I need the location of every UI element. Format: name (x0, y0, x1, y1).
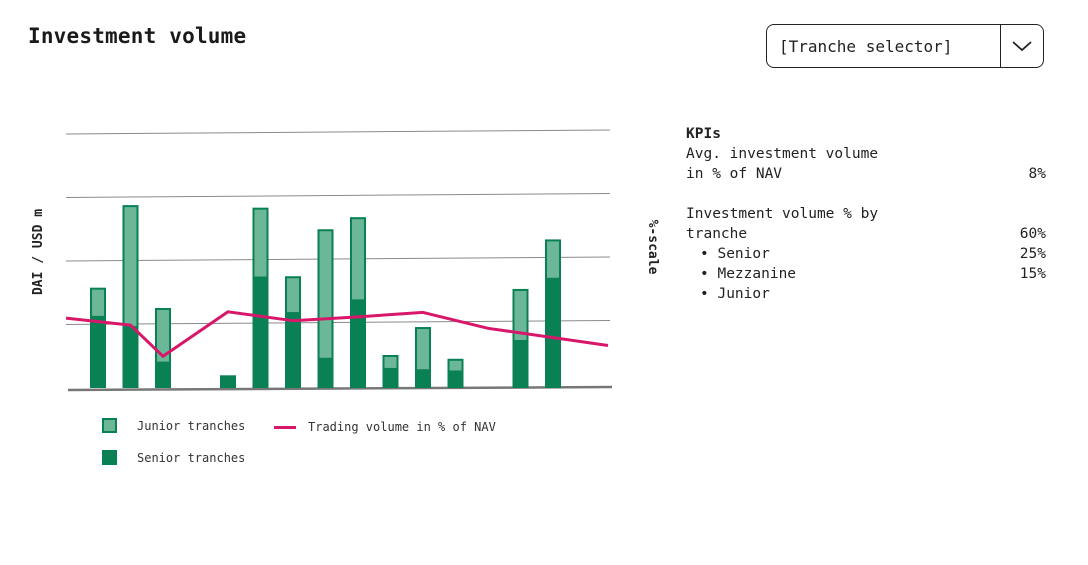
bar-junior (415, 327, 431, 372)
legend-label-junior: Junior tranches (137, 418, 246, 433)
tranche-selector[interactable]: [Tranche selector] (766, 24, 1044, 68)
bar-junior (252, 207, 269, 279)
bar-junior (545, 239, 561, 280)
bar-junior (90, 287, 106, 318)
page-title: Investment volume (28, 24, 247, 48)
legend-swatch-senior (102, 450, 117, 465)
y-axis-label: DAI / USD m (31, 209, 46, 295)
legend-item-trading-volume: Trading volume in % of NAV (274, 420, 496, 434)
tranche-selector-label: [Tranche selector] (779, 36, 953, 56)
bar-senior (317, 358, 334, 388)
trading-volume-line (65, 310, 609, 358)
tranche-selector-toggle[interactable] (1000, 25, 1043, 67)
kpi-item-senior: • Senior 25% (700, 246, 1046, 262)
kpi-item-value: 25% (1019, 246, 1046, 262)
bar-senior (285, 313, 301, 388)
bar-senior (447, 371, 464, 388)
kpi-item-label: Mezzanine (717, 266, 797, 282)
bar-senior (220, 375, 236, 388)
legend-swatch-trading-volume (274, 425, 296, 429)
legend-item-senior: Senior tranches (102, 450, 245, 465)
kpi-avg-label-2: in % of NAV (686, 166, 783, 182)
gridline (65, 193, 611, 198)
kpi-item-junior: • Junior (700, 286, 770, 302)
kpi-heading: KPIs (686, 126, 721, 142)
bar-junior (317, 229, 334, 360)
kpi-avg-label-1: Avg. investment volume (686, 146, 879, 162)
kpi-by-tranche-total: 60% (1019, 226, 1046, 242)
kpi-by-tranche-label-2: tranche (686, 226, 748, 242)
bar-senior (350, 300, 366, 388)
kpi-avg-value: 8% (1028, 166, 1046, 182)
kpi-item-label: Senior (717, 246, 770, 262)
bar-junior (285, 276, 301, 315)
bar-junior (512, 288, 529, 343)
kpi-by-tranche-row: tranche 60% (686, 224, 1046, 244)
bar-senior (122, 327, 139, 388)
bar-senior (252, 277, 269, 388)
y2-axis-label: %-scale (645, 220, 660, 275)
legend-swatch-junior (102, 418, 117, 433)
kpi-by-tranche-label-1: Investment volume % by (686, 206, 879, 222)
kpi-item-value: 15% (1019, 266, 1046, 282)
bar-junior (122, 205, 139, 329)
legend-label-trading-volume: Trading volume in % of NAV (308, 420, 496, 434)
bar-senior (382, 368, 399, 388)
legend-label-senior: Senior tranches (137, 450, 246, 465)
bar-senior (512, 341, 529, 388)
investment-volume-chart: DAI / USD m %-scale (31, 129, 660, 392)
bar-junior (382, 354, 399, 370)
bar-junior (155, 307, 171, 364)
bar-senior (155, 362, 171, 388)
bar-junior (447, 358, 464, 373)
bar-junior (350, 217, 366, 302)
kpi-item-mezzanine: • Mezzanine 15% (700, 266, 1046, 282)
x-axis-baseline (67, 385, 613, 392)
bar-senior (90, 316, 106, 388)
kpi-item-label: Junior (717, 286, 770, 302)
legend-item-junior: Junior tranches (102, 418, 245, 433)
kpi-panel: KPIs Avg. investment volume in % of NAV … (686, 124, 1046, 304)
chevron-down-icon (1012, 41, 1032, 52)
bar-senior (415, 370, 431, 388)
bar-senior (545, 278, 561, 388)
kpi-avg-row: in % of NAV 8% (686, 164, 1046, 184)
gridline (65, 129, 611, 135)
gridline (65, 256, 611, 262)
